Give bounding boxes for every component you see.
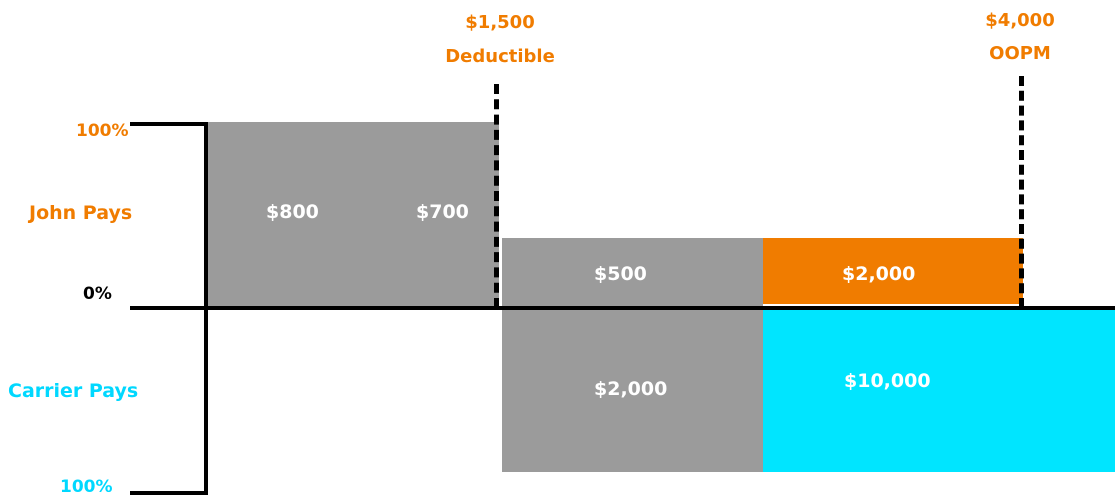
y-label-bottom: 100%: [60, 477, 113, 497]
bottom-tick: [130, 491, 206, 495]
carrier-pays-block: [763, 310, 1115, 472]
coinsurance-john-block: [502, 238, 763, 308]
segment-800-label: $800: [266, 201, 319, 223]
segment-700-label: $700: [416, 201, 469, 223]
oopm-amount: $4,000: [985, 10, 1055, 31]
y-label-zero: 0%: [83, 284, 112, 304]
top-tick: [130, 122, 206, 126]
deductible-marker-line: [494, 84, 499, 308]
zero-axis-line: [130, 306, 1115, 310]
oopm-marker-line: [1019, 76, 1024, 308]
deductible-amount: $1,500: [465, 12, 535, 33]
deductible-block: [206, 122, 499, 308]
segment-500-label: $500: [594, 263, 647, 285]
john-pays-label: John Pays: [29, 202, 133, 224]
segment-2000-john-label: $2,000: [842, 263, 916, 285]
y-label-top: 100%: [76, 121, 129, 141]
coinsurance-carrier-block: [502, 310, 763, 472]
carrier-pays-label: Carrier Pays: [8, 380, 139, 402]
segment-2000-carrier-label: $2,000: [594, 378, 668, 400]
deductible-label: Deductible: [445, 46, 555, 67]
oopm-label: OOPM: [989, 43, 1051, 64]
john-pays-block: [763, 238, 1023, 304]
segment-10000-label: $10,000: [844, 370, 931, 392]
